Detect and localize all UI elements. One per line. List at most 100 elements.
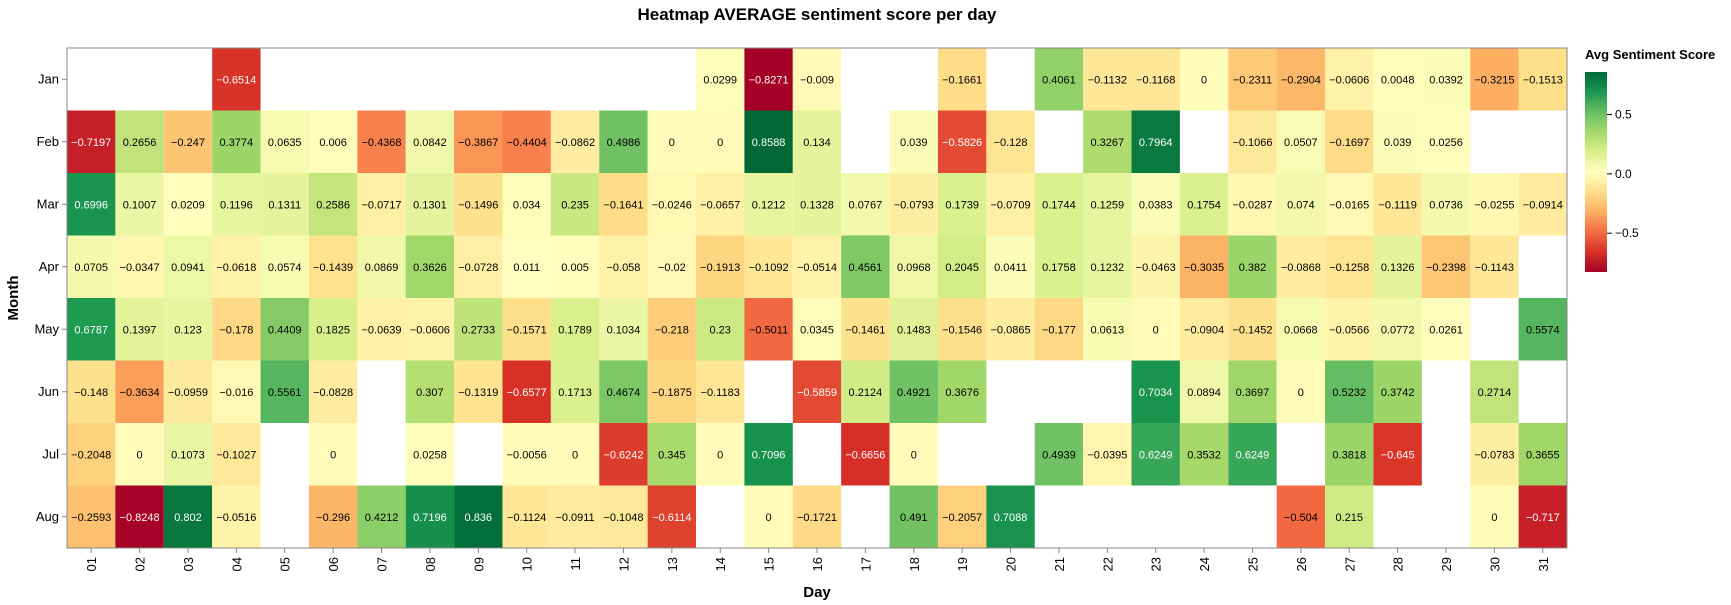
heatmap-cell (1373, 298, 1422, 361)
cell-value-label: 0 (572, 449, 578, 461)
cell-value-label: 0.7196 (413, 512, 447, 524)
x-tick-label: 07 (375, 557, 390, 571)
heatmap-cell (1373, 110, 1422, 173)
cell-value-label: 0.034 (513, 199, 541, 211)
cell-value-label: 0.4939 (1042, 449, 1076, 461)
cell-value-label: −0.0728 (458, 262, 498, 274)
cell-value-label: −0.2057 (942, 512, 982, 524)
cell-value-label: 0.802 (174, 512, 202, 524)
cell-value-label: 0.0894 (1187, 387, 1221, 399)
cell-value-label: 0.3267 (1090, 137, 1124, 149)
cell-value-label: 0.123 (174, 324, 202, 336)
heatmap-cell (1083, 235, 1132, 298)
cell-value-label: −0.5826 (942, 137, 982, 149)
heatmap-cell (744, 110, 793, 173)
cell-value-label: −0.009 (800, 74, 834, 86)
cell-value-label: −0.1452 (1232, 324, 1272, 336)
heatmap-cell (212, 298, 261, 361)
cell-value-label: −0.3215 (1474, 74, 1514, 86)
cell-value-label: 0.5232 (1332, 387, 1366, 399)
heatmap-cell (1421, 48, 1471, 111)
cell-value-label: −0.1721 (797, 512, 837, 524)
heatmap-cell (1179, 235, 1229, 298)
heatmap-cell (696, 110, 745, 173)
heatmap-cell (889, 423, 938, 486)
heatmap-cell (599, 360, 648, 423)
heatmap-cell (841, 423, 890, 486)
cell-value-label: −0.1546 (942, 324, 982, 336)
heatmap-cell (889, 485, 938, 548)
heatmap-cell (744, 48, 793, 111)
cell-value-label: 0 (330, 449, 336, 461)
heatmap-cell (792, 485, 842, 548)
cell-value-label: −0.0959 (168, 387, 208, 399)
cell-value-label: −0.2593 (71, 512, 111, 524)
heatmap-cell (115, 423, 164, 486)
heatmap-cell (1373, 423, 1422, 486)
cell-value-label: −0.0911 (555, 512, 594, 524)
heatmap-cell (841, 173, 890, 236)
cell-value-label: 0.0392 (1429, 74, 1463, 86)
heatmap-cell (454, 360, 503, 423)
heatmap-cell (115, 173, 164, 236)
heatmap-cell (744, 235, 793, 298)
y-axis-title: Month (5, 276, 22, 321)
cell-value-label: 0.0383 (1139, 199, 1173, 211)
cell-value-label: 0.0411 (994, 262, 1027, 274)
cell-value-label: −0.1913 (700, 262, 740, 274)
x-tick-label: 26 (1294, 557, 1309, 571)
heatmap-cell (260, 235, 309, 298)
heatmap-cell (163, 235, 213, 298)
heatmap-cell (115, 360, 164, 423)
x-tick-label: 17 (858, 557, 873, 571)
heatmap-cells: −0.6514 0.0299 −0.8271 −0.009 −0.1661 0.4061−… (67, 48, 1567, 548)
heatmap-cell (1034, 48, 1084, 111)
heatmap-cell (937, 110, 987, 173)
heatmap-cell (1518, 298, 1567, 361)
x-tick-label: 03 (181, 557, 196, 571)
heatmap-cell (308, 485, 358, 548)
heatmap-cell (308, 173, 358, 236)
heatmap-cell (937, 485, 987, 548)
cell-value-label: 0.1397 (123, 324, 157, 336)
heatmap-cell (696, 360, 745, 423)
cell-value-label: −0.296 (316, 512, 350, 524)
cell-value-label: 0.0613 (1090, 324, 1124, 336)
cell-value-label: 0.3774 (220, 137, 254, 149)
cell-value-label: 0.1483 (897, 324, 931, 336)
heatmap-cell (502, 298, 551, 361)
cell-value-label: −0.0606 (410, 324, 450, 336)
legend-tick-label: 0.0 (1615, 167, 1632, 181)
heatmap-cell (115, 298, 164, 361)
cell-value-label: 0.6249 (1139, 449, 1173, 461)
cell-value-label: 0.006 (319, 137, 347, 149)
heatmap-cell (1373, 235, 1422, 298)
heatmap-cell (792, 235, 842, 298)
cell-value-label: −0.4404 (507, 137, 547, 149)
x-tick-label: 14 (713, 557, 728, 571)
heatmap-cell (986, 485, 1035, 548)
y-tick-label: Feb (37, 134, 59, 149)
cell-value-label: −0.1092 (749, 262, 789, 274)
heatmap-cell (647, 360, 697, 423)
cell-value-label: −0.1661 (942, 74, 982, 86)
heatmap-cell (1083, 173, 1132, 236)
cell-value-label: −0.0862 (555, 137, 595, 149)
cell-value-label: 0 (717, 137, 723, 149)
legend-tick-label: −0.5 (1615, 226, 1639, 240)
heatmap-cell (1325, 485, 1374, 548)
cell-value-label: −0.1168 (1136, 74, 1175, 86)
cell-value-label: −0.1875 (652, 387, 692, 399)
cell-value-label: −0.0639 (361, 324, 401, 336)
cell-value-label: 0.0668 (1284, 324, 1318, 336)
heatmap-cell (308, 423, 358, 486)
cell-value-label: −0.016 (219, 387, 253, 399)
cell-value-label: 0.039 (1384, 137, 1412, 149)
heatmap-cell (599, 173, 648, 236)
cell-value-label: 0.0635 (268, 137, 302, 149)
cell-value-label: −0.247 (171, 137, 205, 149)
heatmap-cell (1083, 110, 1132, 173)
heatmap-cell (889, 360, 938, 423)
heatmap-cell (841, 235, 890, 298)
cell-value-label: 0.1259 (1090, 199, 1124, 211)
